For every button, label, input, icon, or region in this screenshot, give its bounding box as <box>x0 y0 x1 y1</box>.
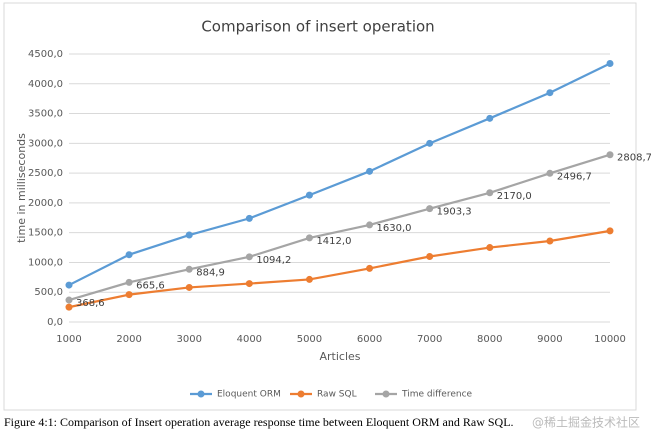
x-tick-label: 6000 <box>357 334 382 345</box>
data-point <box>245 253 253 261</box>
data-point <box>606 227 614 235</box>
legend-label: Time difference <box>401 390 473 400</box>
y-axis-label: time in milliseconds <box>15 133 28 243</box>
data-point <box>486 189 494 197</box>
data-label: 884,9 <box>196 267 225 278</box>
data-label: 2496,7 <box>557 171 592 182</box>
data-point <box>606 151 614 159</box>
data-label: 2170,0 <box>497 191 532 202</box>
y-tick-label: 4500,0 <box>28 49 63 60</box>
x-tick-label: 3000 <box>176 334 201 345</box>
x-tick-label: 8000 <box>477 334 502 345</box>
y-tick-label: 3000,0 <box>28 138 63 149</box>
data-point <box>65 296 73 304</box>
y-tick-label: 0,0 <box>47 317 63 328</box>
watermark: @稀土掘金技术社区 <box>532 415 640 430</box>
data-point <box>546 89 554 97</box>
data-point <box>65 303 73 311</box>
data-label: 1630,0 <box>377 223 412 234</box>
x-tick-label: 10000 <box>594 334 626 345</box>
data-point <box>125 291 133 299</box>
legend-marker <box>297 390 305 398</box>
data-label: 368,6 <box>76 298 105 309</box>
y-tick-label: 500,0 <box>34 287 63 298</box>
x-tick-label: 7000 <box>417 334 442 345</box>
data-point <box>486 114 494 122</box>
data-point <box>366 167 374 175</box>
legend-label: Eloquent ORM <box>217 390 281 400</box>
data-point <box>245 280 253 288</box>
legend-label: Raw SQL <box>317 390 357 400</box>
x-axis-label: Articles <box>319 350 360 363</box>
data-point <box>426 205 434 213</box>
y-tick-label: 3500,0 <box>28 109 63 120</box>
data-point <box>426 252 434 260</box>
legend-marker <box>197 390 205 398</box>
y-tick-label: 4000,0 <box>28 79 63 90</box>
data-point <box>65 281 73 289</box>
data-point <box>185 265 193 273</box>
data-point <box>606 60 614 68</box>
data-point <box>366 264 374 272</box>
y-tick-label: 2000,0 <box>28 198 63 209</box>
data-point <box>366 221 374 229</box>
data-point <box>185 231 193 239</box>
x-tick-label: 4000 <box>237 334 262 345</box>
data-point <box>486 244 494 252</box>
y-tick-label: 1500,0 <box>28 228 63 239</box>
x-tick-label: 9000 <box>537 334 562 345</box>
series-line <box>68 153 611 302</box>
data-point <box>125 278 133 286</box>
data-point <box>125 251 133 259</box>
data-point <box>426 139 434 147</box>
x-tick-label: 5000 <box>297 334 322 345</box>
series-line <box>68 62 611 287</box>
data-point <box>305 234 313 242</box>
data-point <box>305 191 313 199</box>
data-point <box>185 283 193 291</box>
data-label: 1412,0 <box>316 236 351 247</box>
chart-title: Comparison of insert operation <box>201 18 434 36</box>
x-tick-label: 1000 <box>56 334 81 345</box>
data-label: 1094,2 <box>256 255 291 266</box>
data-point <box>546 237 554 245</box>
data-point <box>245 214 253 222</box>
series-line <box>68 229 611 309</box>
data-point <box>305 275 313 283</box>
x-tick-label: 2000 <box>116 334 141 345</box>
chart-frame <box>3 2 637 411</box>
data-label: 1903,3 <box>437 207 472 218</box>
data-label: 665,6 <box>136 280 165 291</box>
caption: Figure 4:1: Comparison of Insert operati… <box>4 415 514 429</box>
y-tick-label: 1000,0 <box>28 257 63 268</box>
data-label: 2808,7 <box>617 153 651 164</box>
legend-marker <box>382 390 390 398</box>
data-point <box>546 169 554 177</box>
y-tick-label: 2500,0 <box>28 168 63 179</box>
